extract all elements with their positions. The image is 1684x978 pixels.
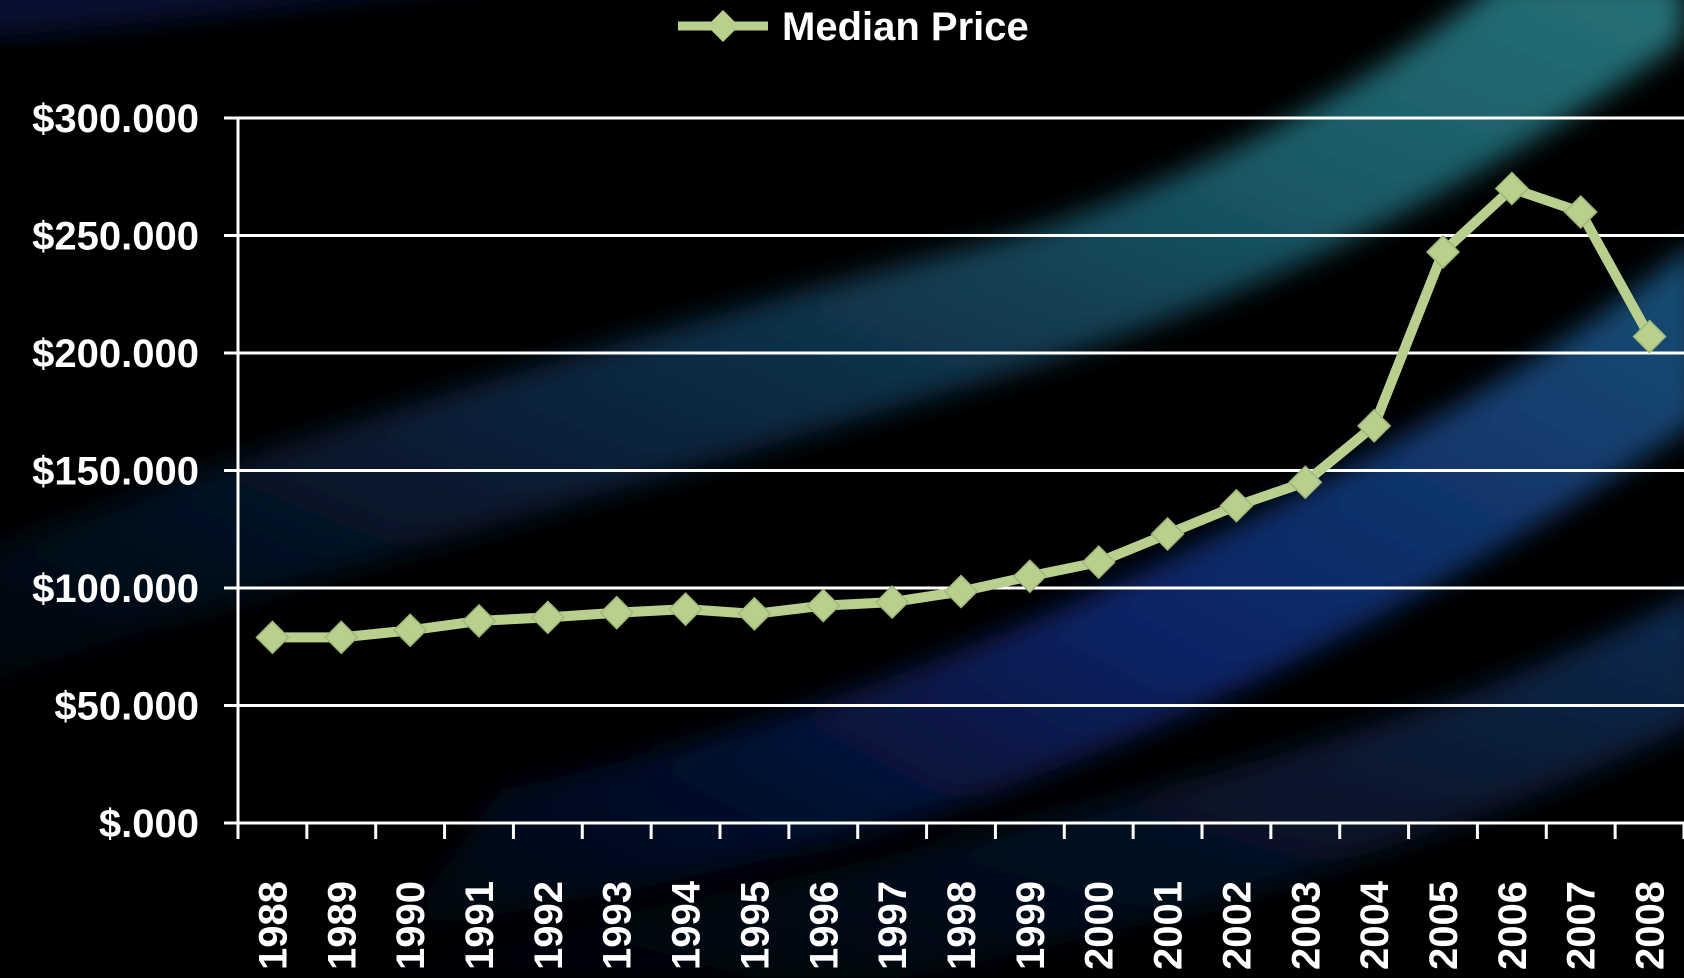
data-point: [530, 600, 565, 635]
data-point: [255, 620, 290, 655]
legend: Median Price: [678, 5, 1029, 49]
series-median-price: [255, 171, 1667, 655]
data-point: [1494, 171, 1529, 206]
x-tick-label: 1995: [733, 881, 777, 970]
data-point: [737, 596, 772, 631]
x-tick-label: 2006: [1491, 881, 1535, 970]
data-point: [1150, 516, 1185, 552]
x-tick-label: 1997: [871, 881, 915, 970]
data-point: [324, 620, 359, 655]
data-point: [461, 603, 497, 638]
x-tick-label: 1999: [1009, 881, 1053, 970]
x-tick-label: 1993: [596, 881, 640, 970]
x-tick-label: 1988: [251, 881, 295, 970]
data-point: [1632, 319, 1667, 354]
data-point: [1357, 408, 1392, 443]
x-tick-label: 1991: [458, 881, 502, 970]
axes: [224, 116, 1684, 839]
data-point: [943, 574, 979, 609]
data-point: [599, 595, 634, 630]
data-point: [1288, 465, 1323, 500]
y-tick-label: $50.000: [54, 685, 199, 729]
x-tick-label: 1990: [389, 881, 433, 970]
y-tick-label: $200.000: [32, 332, 199, 376]
x-tick-label: 2002: [1215, 881, 1259, 970]
y-tick-label: $300.000: [32, 97, 199, 141]
legend-diamond-icon: [707, 10, 739, 42]
y-tick-label: $.000: [99, 802, 199, 846]
x-tick-label: 2003: [1284, 881, 1328, 970]
x-tick-label: 1998: [940, 881, 984, 970]
data-point: [1563, 194, 1598, 230]
y-tick-label: $100.000: [32, 567, 199, 611]
x-tick-label: 2005: [1422, 881, 1466, 970]
x-tick-labels: 1988 1989 1990 1991 1992 1993 1994 1995 1996 1997…: [251, 880, 1672, 970]
data-point: [668, 592, 703, 627]
y-tick-label: $250.000: [32, 215, 199, 259]
x-tick-label: 1989: [320, 881, 364, 970]
data-point: [393, 613, 428, 648]
x-tick-label: 2007: [1560, 881, 1604, 970]
x-tick-label: 2008: [1629, 881, 1673, 970]
x-tick-label: 2004: [1353, 880, 1397, 970]
x-tick-label: 2000: [1078, 881, 1122, 970]
legend-label: Median Price: [782, 5, 1029, 49]
x-tick-label: 1994: [665, 880, 709, 970]
data-point: [806, 588, 841, 623]
y-tick-labels: $.000 $50.000 $100.000 $150.000 $200.000 $250…: [32, 97, 199, 846]
data-point: [1012, 559, 1047, 594]
y-tick-label: $150.000: [32, 450, 199, 494]
data-point: [875, 585, 910, 620]
data-point: [1219, 488, 1254, 523]
x-tick-label: 2001: [1147, 881, 1191, 970]
x-tick-label: 1996: [802, 881, 846, 970]
data-point: [1081, 545, 1116, 580]
data-point: [1425, 234, 1461, 270]
x-tick-label: 1992: [527, 881, 571, 970]
